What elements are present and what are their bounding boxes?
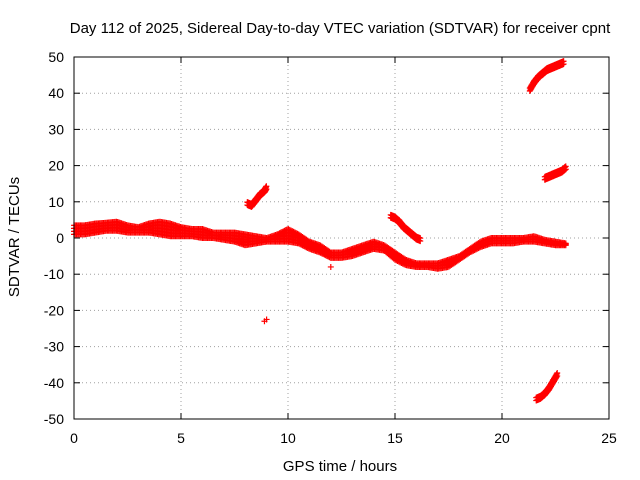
x-tick-label: 20 [494,430,510,446]
data-points [71,58,569,404]
data-point-arc-15h [417,235,424,242]
y-tick-label: 30 [48,121,64,137]
data-point-arc-22h-mid [562,163,569,170]
y-tick-label: -30 [44,339,64,355]
y-tick-label: -40 [44,375,64,391]
y-tick-label: 10 [48,194,64,210]
axis-ticks: 0 5 10 15 20 25 -50 -40 -30 -20 -10 0 10 20 30 40 50 [44,49,617,446]
x-tick-label: 5 [177,430,185,446]
data-point-arc-8h [263,183,270,190]
x-tick-label: 15 [387,430,403,446]
x-tick-label: 25 [601,430,617,446]
y-tick-label: 0 [56,230,64,246]
x-tick-label: 0 [70,430,78,446]
y-tick-label: 40 [48,85,64,101]
y-tick-label: 20 [48,158,64,174]
y-tick-label: -50 [44,411,64,427]
y-tick-label: 50 [48,49,64,65]
data-point-arc-21h-lower [554,370,561,377]
y-axis-label: SDTVAR / TECUs [6,177,23,297]
x-axis-label: GPS time / hours [283,458,397,475]
x-tick-label: 10 [280,430,296,446]
y-tick-label: -10 [44,266,64,282]
data-point-main-band [562,240,569,247]
plot-frame [73,56,610,420]
data-point-outliers [327,263,334,270]
data-point-outliers [263,316,270,323]
chart-title: Day 112 of 2025, Sidereal Day-to-day VTE… [70,20,611,37]
y-tick-label: -20 [44,302,64,318]
data-point-arc-21h-upper [560,58,567,65]
